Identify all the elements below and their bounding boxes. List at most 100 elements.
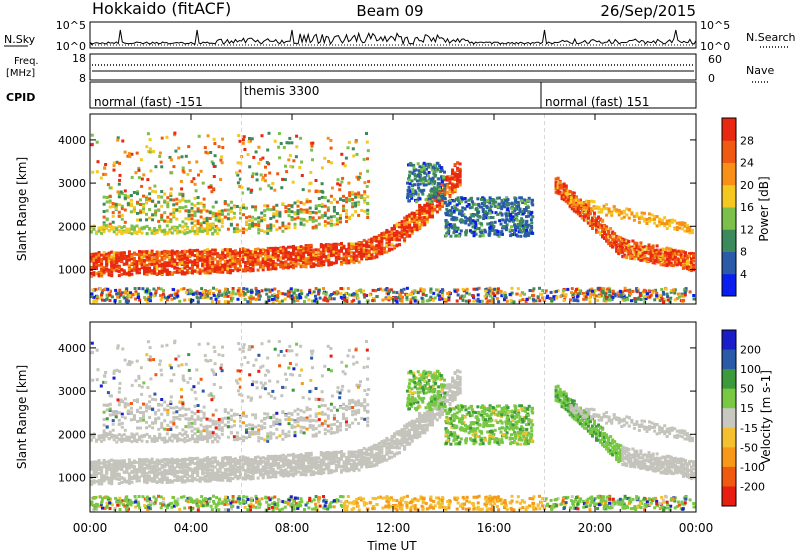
power-cell: [289, 165, 292, 168]
power-cell: [525, 223, 528, 226]
power-cell: [272, 224, 275, 227]
power-cell: [457, 199, 460, 202]
power-cell: [484, 230, 487, 233]
power-cell: [494, 221, 497, 224]
power-cell: [247, 267, 250, 270]
power-cell: [278, 226, 281, 229]
power-cell: [138, 169, 141, 172]
power-cell: [136, 192, 139, 195]
power-cell: [288, 137, 291, 140]
power-cell: [267, 265, 270, 268]
power-cell: [266, 224, 269, 227]
power-cell: [460, 213, 463, 216]
power-cell: [194, 270, 197, 273]
power-cell: [288, 226, 291, 229]
power-cell: [474, 203, 477, 206]
power-cell: [598, 207, 601, 210]
power-cell: [294, 202, 297, 205]
power-cell: [507, 198, 510, 201]
power-cell: [270, 187, 273, 190]
power-cell: [331, 187, 334, 190]
power-cell: [464, 231, 467, 234]
power-cell: [415, 200, 418, 203]
power-cell: [267, 268, 270, 271]
power-cell: [165, 136, 168, 139]
power-cell: [609, 227, 612, 230]
power-cell: [194, 214, 197, 217]
power-cell: [429, 200, 432, 203]
power-cell: [310, 149, 313, 152]
power-cell: [267, 255, 270, 258]
power-cell: [418, 204, 421, 207]
power-cell: [409, 182, 412, 185]
power-cell: [154, 190, 157, 193]
power-cell: [380, 240, 383, 243]
power-cell: [103, 251, 106, 254]
power-cell: [330, 201, 333, 204]
power-cell: [498, 219, 501, 222]
power-cell: [160, 196, 163, 199]
freq-tick-bottom: 8: [79, 72, 86, 85]
power-cell: [466, 217, 469, 220]
power-cell: [303, 203, 306, 206]
power-cell: [456, 228, 459, 231]
power-cell: [668, 219, 671, 222]
power-cell: [366, 209, 369, 212]
power-cell: [436, 210, 439, 213]
power-cell: [395, 291, 398, 294]
power-cell: [309, 218, 312, 221]
power-cell: [514, 207, 517, 210]
power-cell: [356, 153, 359, 156]
power-cell: [235, 171, 238, 174]
power-cell: [221, 146, 224, 149]
power-cell: [287, 266, 290, 269]
power-cell: [446, 210, 449, 213]
power-cell: [206, 229, 209, 232]
power-cell: [398, 223, 401, 226]
power-cell: [327, 160, 330, 163]
power-cell: [194, 230, 197, 233]
power-cell: [486, 223, 489, 226]
power-cell: [442, 176, 445, 179]
power-cell: [454, 235, 457, 238]
power-cell: [224, 209, 227, 212]
power-cell: [169, 213, 172, 216]
power-cell: [160, 161, 163, 164]
power-cell: [569, 298, 572, 301]
power-cell: [237, 161, 240, 164]
power-cell: [339, 221, 342, 224]
power-cell: [146, 178, 149, 181]
power-cell: [178, 206, 181, 209]
power-cell: [160, 190, 163, 193]
power-cell: [318, 289, 321, 292]
power-cell: [192, 177, 195, 180]
power-cell: [388, 236, 391, 239]
power-cell: [298, 166, 301, 169]
power-cell: [367, 149, 370, 152]
power-cell: [312, 216, 315, 219]
power-cell: [501, 219, 504, 222]
power-cell: [257, 224, 260, 227]
power-cell: [211, 300, 214, 303]
power-cell: [333, 297, 336, 300]
power-cell: [496, 205, 499, 208]
power-cell: [157, 201, 160, 204]
power-cell: [130, 210, 133, 213]
power-cell: [411, 190, 414, 193]
power-cell: [173, 266, 176, 269]
power-cell: [427, 180, 430, 183]
power-cell: [200, 202, 203, 205]
power-cell: [297, 246, 300, 249]
power-cell: [288, 222, 291, 225]
power-cell: [236, 223, 239, 226]
power-cell: [157, 220, 160, 223]
power-cell: [413, 169, 416, 172]
power-cell: [340, 292, 343, 295]
power-cell: [220, 155, 223, 158]
power-cell: [234, 292, 237, 295]
power-cell: [340, 250, 343, 253]
power-cell: [301, 174, 304, 177]
power-cell: [142, 195, 145, 198]
power-cell: [345, 216, 348, 219]
power-cell: [340, 296, 343, 299]
